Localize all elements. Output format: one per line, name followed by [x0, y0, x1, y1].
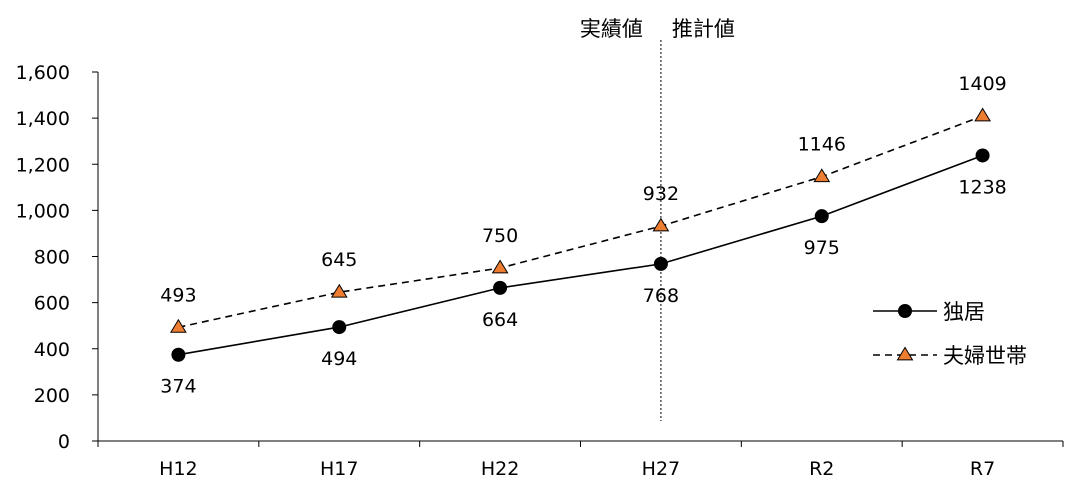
- x-tick-label: R7: [970, 458, 995, 480]
- actual-vs-estimate-divider: 実績値 推計値: [580, 17, 735, 421]
- data-label: 494: [321, 348, 357, 370]
- estimate-label: 推計値: [672, 17, 735, 41]
- data-label: 768: [643, 285, 679, 307]
- x-tick-label: H12: [159, 458, 197, 480]
- y-tick-label: 1,400: [16, 108, 70, 130]
- data-label: 1238: [958, 176, 1006, 198]
- data-label: 750: [482, 225, 518, 247]
- actual-label: 実績値: [580, 17, 643, 41]
- data-point-marker: [332, 320, 347, 335]
- y-axis: 0 200 400 600 800 1,000 1,200 1,400 1,600: [16, 62, 99, 453]
- data-label: 932: [643, 183, 679, 205]
- data-label: 1409: [958, 73, 1006, 95]
- data-point-marker: [975, 148, 990, 163]
- series-line-0: [178, 154, 983, 356]
- data-label: 975: [804, 237, 840, 259]
- series-plot-area: 374 494 664 768 975 1238 493 645 750 932 1146 1409: [160, 73, 1006, 398]
- legend-label: 夫婦世帯: [943, 344, 1027, 368]
- series-line-1: [178, 115, 983, 329]
- data-label: 1146: [798, 134, 846, 156]
- y-tick-label: 200: [34, 385, 70, 407]
- data-point-marker: [330, 283, 348, 298]
- data-point-marker: [653, 256, 668, 271]
- data-point-marker: [652, 217, 670, 232]
- data-point-marker: [171, 347, 186, 362]
- y-tick-label: 400: [34, 339, 70, 361]
- x-tick-label: H27: [642, 458, 680, 480]
- x-tick-label: H22: [481, 458, 519, 480]
- legend-marker-triangle: [896, 346, 914, 361]
- y-tick-label: 600: [34, 293, 70, 315]
- data-label: 645: [321, 249, 357, 271]
- y-tick-label: 800: [34, 247, 70, 269]
- legend-label: 独居: [943, 300, 985, 324]
- data-label: 374: [160, 376, 196, 398]
- data-label: 664: [482, 309, 518, 331]
- x-axis: H12 H17 H22 H27 R2 R7: [97, 440, 1064, 480]
- data-label: 493: [160, 284, 196, 306]
- legend-marker-circle: [898, 304, 912, 318]
- data-point-marker: [170, 318, 187, 333]
- data-point-marker: [813, 168, 831, 183]
- x-tick-label: H17: [320, 458, 358, 480]
- data-point-marker: [491, 259, 509, 274]
- x-tick-label: R2: [809, 458, 834, 480]
- y-tick-label: 1,000: [16, 200, 70, 222]
- data-point-marker: [974, 107, 991, 122]
- data-point-marker: [493, 280, 508, 295]
- y-tick-label: 1,600: [16, 62, 70, 84]
- y-tick-label: 0: [58, 431, 70, 453]
- data-point-marker: [814, 209, 829, 224]
- y-tick-label: 1,200: [16, 154, 70, 176]
